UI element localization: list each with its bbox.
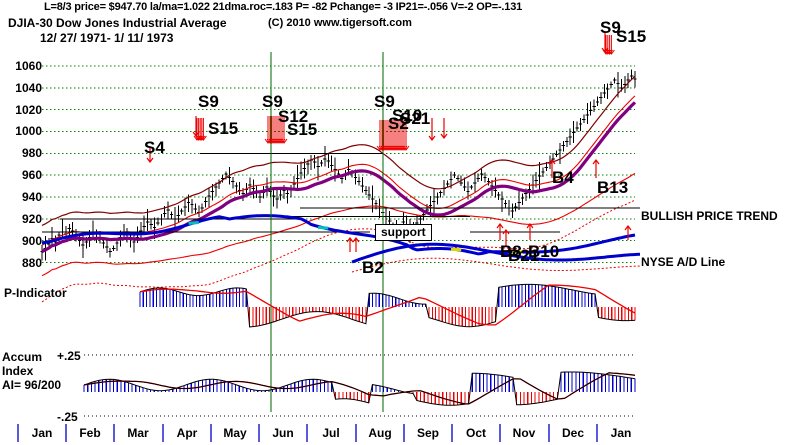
support-annotation: support: [375, 224, 432, 241]
y-axis-tick: 1000: [15, 124, 42, 139]
x-axis-month: Nov: [512, 426, 536, 440]
y-axis-tick: 1020: [15, 102, 42, 117]
x-axis-month: Feb: [79, 426, 101, 440]
x-axis-month: Mar: [127, 426, 149, 440]
signal-label: S12: [278, 107, 309, 126]
signal-label: S15: [616, 27, 647, 46]
x-axis-month: Jan: [31, 426, 53, 440]
x-axis-month: Jul: [322, 426, 340, 440]
y-axis-tick: 960: [21, 168, 42, 183]
y-axis-tick: 980: [21, 146, 42, 161]
p-indicator-label: P-Indicator: [4, 286, 67, 300]
accum-upper-tick: +.25: [57, 349, 81, 363]
y-axis-tick: 900: [21, 233, 42, 248]
signal-label: S9: [198, 92, 219, 111]
bullish-trend-label: BULLISH PRICE TREND: [641, 209, 778, 223]
x-axis-month: Jun: [272, 426, 294, 440]
signal-label: S15: [287, 120, 318, 139]
accum-label: Accum: [2, 350, 43, 364]
signal-label: B10: [528, 242, 560, 261]
x-axis-month: Aug: [368, 426, 392, 440]
accum-lower-tick: -.25: [57, 410, 78, 424]
signal-label: B21: [508, 246, 540, 265]
ai-value-label: AI= 96/200: [2, 378, 62, 392]
signal-label: B13: [597, 178, 629, 197]
y-axis-tick: 1060: [15, 58, 42, 73]
date-range-label: 12/ 27/ 1971- 1/ 11/ 1973: [40, 31, 174, 45]
signal-label: B4: [552, 168, 574, 187]
x-axis-month: Jan: [610, 426, 632, 440]
signal-label: S15: [208, 119, 239, 138]
ad-line-label: NYSE A/D Line: [641, 255, 726, 269]
y-axis-tick: 940: [21, 190, 42, 204]
signal-label: S2: [388, 114, 409, 133]
y-axis-tick: 880: [21, 255, 42, 270]
x-axis-month: Oct: [465, 426, 486, 440]
signal-label: B8: [500, 242, 522, 261]
signal-label: S4: [144, 138, 165, 157]
signal-label: S9: [374, 92, 395, 111]
y-axis-tick: 1040: [15, 80, 42, 95]
x-axis-month: Dec: [561, 426, 584, 440]
y-axis-tick: 920: [21, 211, 42, 226]
signal-label: S10: [392, 106, 423, 125]
index-label: Index: [2, 364, 34, 378]
header-stats-line: L=8/3 price= $947.70 la/ma=1.022 21dma.r…: [44, 1, 523, 13]
copyright-notice: (C) 2010 www.tigersoft.com: [268, 17, 412, 29]
signal-label: B2: [362, 258, 384, 277]
x-axis-month: May: [223, 426, 247, 440]
signal-label: S9: [262, 92, 283, 111]
x-axis-month: Sep: [416, 426, 439, 440]
signal-label: S21: [400, 109, 431, 128]
x-axis-month: Apr: [176, 426, 198, 440]
signal-label: S9: [600, 18, 621, 37]
page-title: DJIA-30 Dow Jones Industrial Average: [8, 16, 227, 30]
